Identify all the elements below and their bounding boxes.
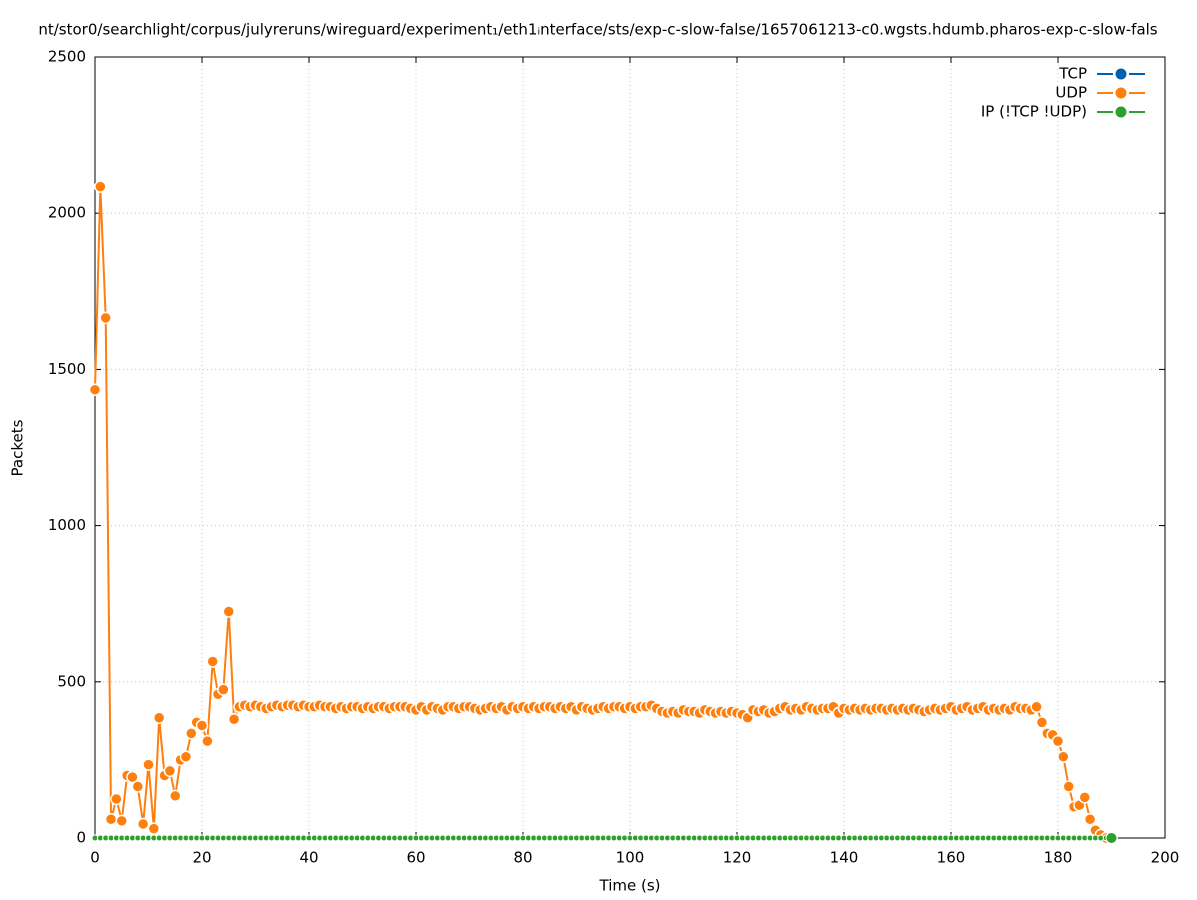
- data-point: [136, 817, 150, 831]
- data-point: [163, 764, 177, 778]
- y-tick-label: 0: [76, 829, 86, 847]
- x-tick-label: 40: [299, 849, 318, 867]
- data-point: [1035, 716, 1049, 729]
- data-point: [227, 713, 241, 726]
- data-point: [147, 822, 161, 835]
- data-point: [115, 814, 128, 828]
- y-tick-label: 2500: [48, 48, 86, 66]
- data-point: [142, 758, 155, 771]
- x-tick-label: 120: [723, 849, 752, 867]
- data-point: [169, 789, 182, 803]
- x-axis-label: Time (s): [599, 877, 661, 895]
- data-point: [94, 180, 107, 193]
- series-line: [94, 186, 1112, 839]
- plot-frame: [94, 56, 1166, 839]
- chart-title: nt/stor0/searchlight/corpus/julyreruns/w…: [38, 21, 1157, 39]
- data-point: [1057, 750, 1070, 764]
- data-point: [195, 719, 209, 732]
- x-tick-label: 0: [90, 849, 100, 867]
- data-point: [131, 780, 145, 793]
- x-tick-label: 140: [830, 849, 859, 867]
- x-tick-label: 180: [1044, 849, 1073, 867]
- data-point: [110, 792, 123, 806]
- data-point: [1078, 791, 1091, 804]
- y-tick-label: 1000: [48, 516, 86, 534]
- data-point: [222, 605, 235, 618]
- legend-swatch: [1115, 87, 1127, 99]
- data-point: [179, 750, 193, 764]
- y-axis-label: Packets: [9, 419, 27, 476]
- data-point: [201, 734, 214, 748]
- y-tick-label: 2000: [48, 204, 86, 222]
- y-tick-label: 500: [57, 672, 86, 690]
- data-point: [88, 383, 102, 396]
- data-point: [99, 311, 112, 325]
- legend-swatch: [1115, 68, 1127, 80]
- x-tick-label: 80: [513, 849, 532, 867]
- data-point: [217, 683, 230, 696]
- x-tick-label: 160: [937, 849, 966, 867]
- data-point: [1083, 813, 1097, 826]
- data-point: [206, 655, 219, 668]
- data-point: [185, 727, 198, 740]
- data-point: [152, 711, 166, 724]
- data-point: [1062, 780, 1075, 793]
- x-tick-label: 20: [192, 849, 211, 867]
- data-point: [1105, 832, 1118, 844]
- data-point: [104, 813, 118, 826]
- x-tick-label: 200: [1151, 849, 1180, 867]
- data-point: [1030, 700, 1043, 714]
- x-tick-label: 100: [616, 849, 645, 867]
- legend-label: TCP: [1058, 65, 1087, 83]
- data-point: [126, 770, 139, 784]
- legend-swatch: [1115, 106, 1127, 118]
- y-tick-label: 1500: [48, 360, 86, 378]
- legend-label: IP (!TCP !UDP): [981, 103, 1087, 121]
- x-tick-label: 60: [406, 849, 425, 867]
- legend-label: UDP: [1055, 84, 1087, 102]
- data-point: [1051, 734, 1065, 748]
